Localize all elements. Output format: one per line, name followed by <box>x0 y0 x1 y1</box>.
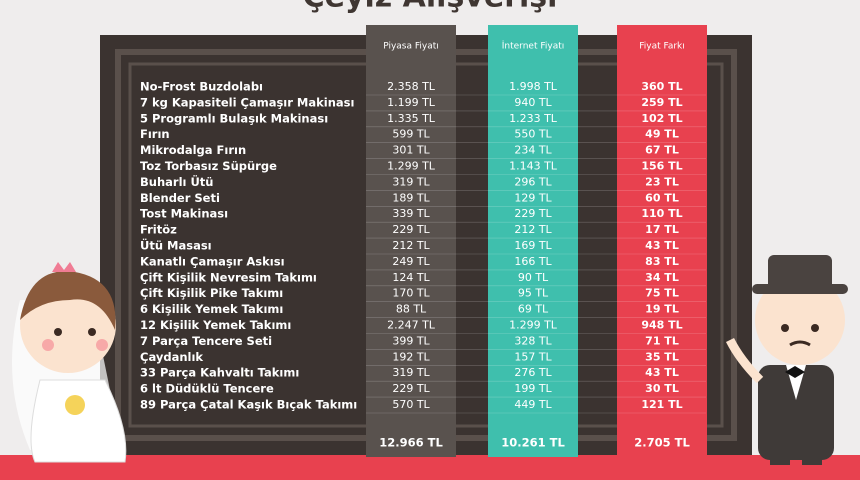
price-cell: 2.358 TL <box>387 80 436 93</box>
price-cell: 319 TL <box>392 366 430 379</box>
price-cell: 71 TL <box>645 334 679 347</box>
price-cell: 192 TL <box>392 350 430 363</box>
price-cell: 1.233 TL <box>509 112 558 125</box>
price-cell: 1.299 TL <box>387 160 436 173</box>
price-cell: 948 TL <box>641 319 682 332</box>
price-cell: 69 TL <box>518 303 549 316</box>
price-cell: 1.998 TL <box>509 80 558 93</box>
total-cell: 10.261 TL <box>501 436 565 450</box>
price-cell: 121 TL <box>641 398 682 411</box>
item-name: Mikrodalga Fırın <box>140 143 246 157</box>
price-cell: 17 TL <box>645 223 679 236</box>
price-cell: 67 TL <box>645 144 679 157</box>
price-cell: 129 TL <box>514 191 552 204</box>
item-name: 5 Programlı Bulaşık Makinası <box>140 111 328 125</box>
price-cell: 170 TL <box>392 287 430 300</box>
price-cell: 229 TL <box>514 207 552 220</box>
price-cell: 35 TL <box>645 350 679 363</box>
floor <box>0 455 860 480</box>
column-market <box>366 25 456 457</box>
price-cell: 75 TL <box>645 287 679 300</box>
total-cell: 2.705 TL <box>634 436 690 450</box>
item-name: 6 Kişilik Yemek Takımı <box>140 302 283 316</box>
price-cell: 229 TL <box>392 382 430 395</box>
price-cell: 95 TL <box>518 287 549 300</box>
item-name: Çift Kişilik Nevresim Takımı <box>140 270 317 284</box>
price-cell: 599 TL <box>392 128 430 141</box>
price-cell: 570 TL <box>392 398 430 411</box>
price-cell: 276 TL <box>514 366 552 379</box>
price-cell: 296 TL <box>514 175 552 188</box>
item-name: Çaydanlık <box>140 350 203 364</box>
price-cell: 212 TL <box>392 239 430 252</box>
item-name: No-Frost Buzdolabı <box>140 80 263 94</box>
price-cell: 169 TL <box>514 239 552 252</box>
item-name: 7 kg Kapasiteli Çamaşır Makinası <box>140 95 354 109</box>
price-cell: 156 TL <box>641 160 682 173</box>
price-cell: 189 TL <box>392 191 430 204</box>
groom-illustration <box>725 255 848 465</box>
price-cell: 157 TL <box>514 350 552 363</box>
price-cell: 124 TL <box>392 271 430 284</box>
price-cell: 1.299 TL <box>509 319 558 332</box>
price-cell: 30 TL <box>645 382 679 395</box>
price-cell: 212 TL <box>514 223 552 236</box>
price-cell: 229 TL <box>392 223 430 236</box>
price-cell: 249 TL <box>392 255 430 268</box>
price-cell: 102 TL <box>641 112 682 125</box>
title: Çeyiz Alışverişi <box>303 0 558 15</box>
price-cell: 360 TL <box>641 80 682 93</box>
item-name: Fırın <box>140 127 170 141</box>
item-name: Kanatlı Çamaşır Askısı <box>140 254 285 268</box>
item-name: 7 Parça Tencere Seti <box>140 334 272 348</box>
item-name: 89 Parça Çatal Kaşık Bıçak Takımı <box>140 398 357 412</box>
item-name: Çift Kişilik Pike Takımı <box>140 286 283 300</box>
item-name: 33 Parça Kahvaltı Takımı <box>140 366 299 380</box>
column-header: Piyasa Fiyatı <box>383 42 439 52</box>
price-cell: 43 TL <box>645 366 679 379</box>
price-cell: 19 TL <box>645 303 679 316</box>
item-name: Buharlı Ütü <box>140 174 213 189</box>
total-cell: 12.966 TL <box>379 436 443 450</box>
price-cell: 940 TL <box>514 96 552 109</box>
price-cell: 1.335 TL <box>387 112 436 125</box>
price-cell: 399 TL <box>392 334 430 347</box>
price-cell: 34 TL <box>645 271 679 284</box>
column-header: İnternet Fiyatı <box>502 41 565 52</box>
item-name: Fritöz <box>140 223 177 237</box>
bride-illustration <box>12 262 127 463</box>
item-name: Blender Seti <box>140 191 220 205</box>
item-name: Ütü Masası <box>140 238 212 253</box>
column-header: Fiyat Farkı <box>639 42 685 52</box>
price-cell: 1.143 TL <box>509 160 558 173</box>
price-cell: 449 TL <box>514 398 552 411</box>
price-cell: 301 TL <box>392 144 430 157</box>
price-cell: 550 TL <box>514 128 552 141</box>
price-cell: 90 TL <box>518 271 549 284</box>
price-cell: 1.199 TL <box>387 96 436 109</box>
price-cell: 60 TL <box>645 191 679 204</box>
price-cell: 234 TL <box>514 144 552 157</box>
price-cell: 110 TL <box>641 207 682 220</box>
column-diff <box>617 25 707 457</box>
price-cell: 83 TL <box>645 255 679 268</box>
price-cell: 328 TL <box>514 334 552 347</box>
price-cell: 319 TL <box>392 175 430 188</box>
price-cell: 2.247 TL <box>387 319 436 332</box>
item-name: Toz Torbasız Süpürge <box>140 159 277 173</box>
price-cell: 88 TL <box>396 303 427 316</box>
price-cell: 259 TL <box>641 96 682 109</box>
price-cell: 339 TL <box>392 207 430 220</box>
item-name: Tost Makinası <box>140 207 228 221</box>
price-cell: 23 TL <box>645 175 679 188</box>
item-name: 6 lt Düdüklü Tencere <box>140 382 274 396</box>
item-name: 12 Kişilik Yemek Takımı <box>140 318 291 332</box>
column-internet <box>488 25 578 457</box>
price-cell: 199 TL <box>514 382 552 395</box>
price-cell: 166 TL <box>514 255 552 268</box>
price-cell: 49 TL <box>645 128 679 141</box>
price-cell: 43 TL <box>645 239 679 252</box>
